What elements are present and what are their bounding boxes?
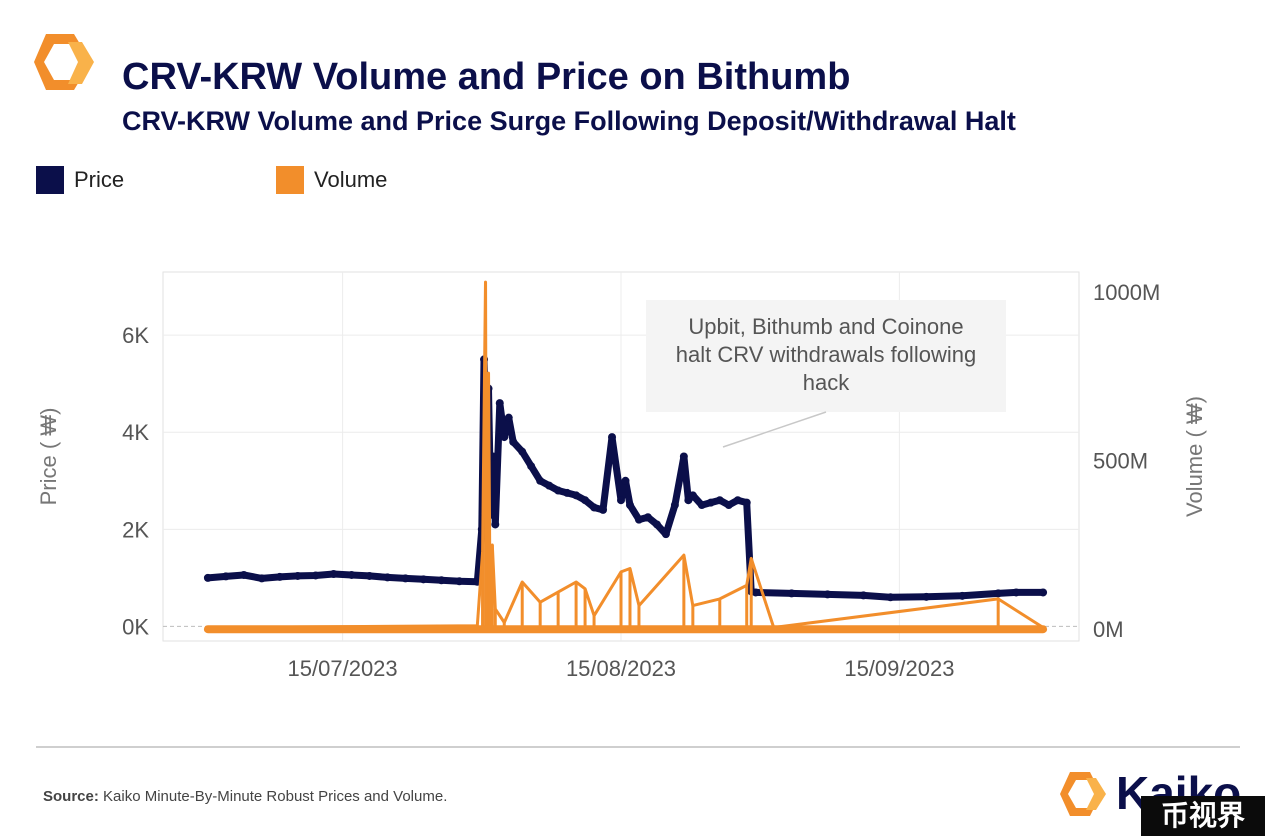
legend-label-price: Price xyxy=(74,167,125,192)
price-point xyxy=(643,513,652,522)
price-point xyxy=(599,505,608,514)
price-point xyxy=(590,503,599,512)
price-point xyxy=(742,498,751,507)
price-point xyxy=(1039,588,1048,597)
price-point xyxy=(751,588,760,597)
price-point xyxy=(715,496,724,505)
x-tick-label: 15/08/2023 xyxy=(566,656,676,681)
price-point xyxy=(311,571,320,580)
legend-swatch-volume xyxy=(276,166,304,194)
price-point xyxy=(275,572,284,581)
price-point xyxy=(329,569,338,578)
kaiko-logo xyxy=(34,34,94,90)
price-point xyxy=(455,577,464,586)
price-point xyxy=(1012,588,1021,597)
price-point xyxy=(724,501,733,510)
y-right-tick-label: 0M xyxy=(1093,617,1124,642)
price-point xyxy=(401,574,410,583)
x-tick-label: 15/09/2023 xyxy=(844,656,954,681)
price-point xyxy=(489,452,498,461)
legend-item-price[interactable]: Price xyxy=(36,166,276,194)
legend-label-volume: Volume xyxy=(314,167,388,192)
price-point xyxy=(500,433,509,442)
chart-title: CRV-KRW Volume and Price on Bithumb xyxy=(122,56,851,98)
source-note: Source: Kaiko Minute-By-Minute Robust Pr… xyxy=(43,788,447,805)
price-point xyxy=(293,571,302,580)
y-left-tick-label: 6K xyxy=(122,323,149,348)
y-right-axis-title: Volume ( ₩) xyxy=(1182,396,1207,517)
price-point xyxy=(347,570,356,579)
price-point xyxy=(697,501,706,510)
price-point xyxy=(994,589,1003,598)
price-point xyxy=(922,592,931,601)
x-tick-label: 15/07/2023 xyxy=(288,656,398,681)
price-point xyxy=(958,591,967,600)
price-point xyxy=(509,437,518,446)
kaiko-brand-logo xyxy=(1060,772,1106,816)
price-point xyxy=(670,501,679,510)
y-left-axis-title: Price ( ₩) xyxy=(36,408,61,506)
price-point xyxy=(203,573,212,582)
legend: Price Volume xyxy=(36,166,516,194)
price-point xyxy=(617,496,625,505)
price-point xyxy=(554,486,563,495)
price-point xyxy=(563,488,572,497)
y-right-tick-label: 1000M xyxy=(1093,280,1160,305)
legend-swatch-price xyxy=(36,166,64,194)
price-point xyxy=(652,520,661,529)
annotation-text-line: Upbit, Bithumb and Coinone xyxy=(688,314,963,339)
y-left-tick-label: 0K xyxy=(122,614,149,639)
price-point xyxy=(621,476,630,485)
price-point xyxy=(495,399,504,408)
chart-area: 0K 2K 4K 6K 0M 500M 1000M 15/07/2023 15/08/2023 1… xyxy=(36,271,1207,681)
price-point xyxy=(437,576,446,585)
price-point xyxy=(608,433,617,442)
price-point xyxy=(572,491,581,500)
price-point xyxy=(823,590,832,599)
price-point xyxy=(661,530,670,539)
price-point xyxy=(365,571,374,580)
price-point xyxy=(527,462,536,471)
annotation-text-line: halt CRV withdrawals following xyxy=(676,342,976,367)
price-point xyxy=(706,498,715,507)
price-point xyxy=(257,574,266,583)
price-point xyxy=(518,447,527,456)
price-point xyxy=(581,496,590,505)
price-point xyxy=(536,476,545,485)
price-point xyxy=(886,593,895,602)
price-point xyxy=(859,591,868,600)
price-point xyxy=(733,496,742,505)
source-label: Source: xyxy=(43,788,99,805)
price-point xyxy=(625,501,634,510)
footer-divider xyxy=(36,746,1240,748)
price-point xyxy=(504,413,513,422)
watermark: 币视界 xyxy=(1141,796,1265,836)
legend-item-volume[interactable]: Volume xyxy=(276,166,516,194)
price-point xyxy=(491,520,500,529)
price-point xyxy=(419,575,428,584)
annotation-box xyxy=(646,300,1006,412)
price-point xyxy=(688,491,697,500)
price-point xyxy=(221,572,230,581)
price-point xyxy=(787,589,796,598)
annotation-text-line: hack xyxy=(803,370,850,395)
source-text: Kaiko Minute-By-Minute Robust Prices and… xyxy=(103,788,448,805)
price-point xyxy=(679,452,688,461)
y-right-tick-label: 500M xyxy=(1093,449,1148,474)
annotation-leader xyxy=(722,411,827,448)
price-point xyxy=(383,573,392,582)
y-left-tick-label: 2K xyxy=(122,517,149,542)
chart-subtitle: CRV-KRW Volume and Price Surge Following… xyxy=(122,106,1016,136)
price-point xyxy=(545,481,554,490)
price-point xyxy=(634,515,643,524)
y-left-tick-label: 4K xyxy=(122,420,149,445)
price-point xyxy=(239,570,248,579)
